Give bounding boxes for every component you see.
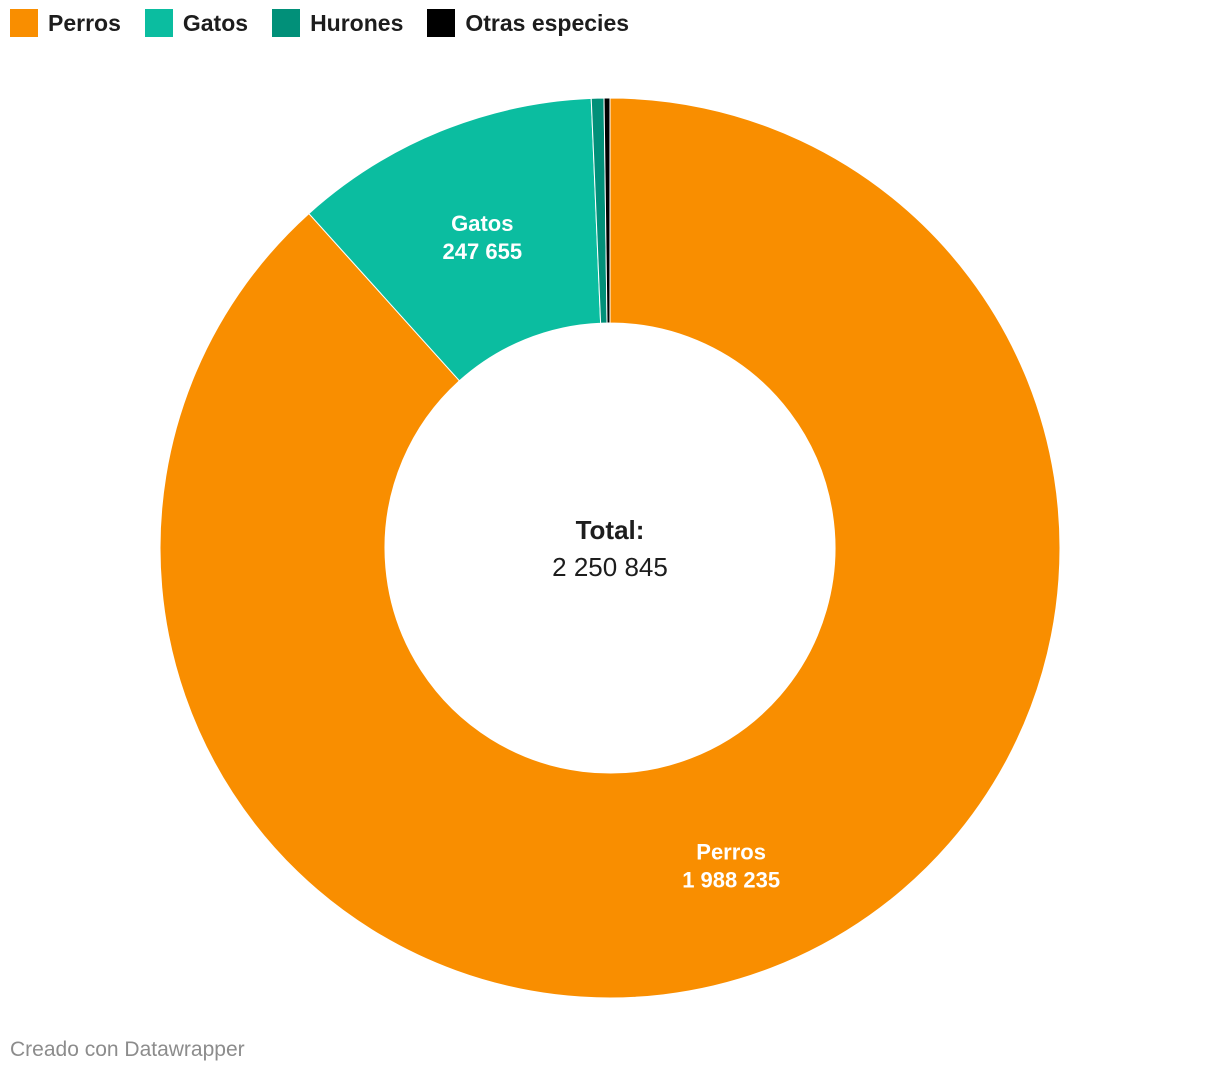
legend-swatch-perros [10, 9, 38, 37]
slice-gatos [308, 97, 602, 382]
legend-swatch-hurones [272, 9, 301, 37]
center-total-value: 2 250 845 [552, 552, 668, 582]
center-total-title: Total: [576, 515, 645, 545]
legend-label-hurones: Hurones [310, 9, 404, 36]
legend-item-gatos: Gatos [144, 9, 249, 37]
slice-label-value-gatos: 247 655 [443, 239, 523, 264]
legend-swatch-gatos [144, 9, 173, 37]
donut-slices [159, 97, 1061, 999]
slice-label-value-perros: 1 988 235 [682, 868, 780, 893]
slice-otras-especies [603, 97, 611, 324]
legend-label-otras-especies: Otras especies [465, 9, 630, 36]
legend-item-hurones: Hurones [272, 9, 403, 37]
footer-credit: Creado con Datawrapper [10, 1038, 245, 1061]
legend-swatch-otras-especies [427, 9, 456, 37]
legend-item-perros: Perros [10, 9, 121, 37]
slice-label-name-perros: Perros [696, 840, 766, 865]
legend: Perros Gatos Hurones Otras especies [10, 9, 653, 37]
slice-label-name-gatos: Gatos [451, 211, 513, 236]
legend-label-gatos: Gatos [182, 9, 249, 36]
slice-perros [159, 97, 1061, 999]
slice-labels: Perros 1 988 235 Gatos 247 655 [443, 211, 781, 892]
legend-item-otras-especies: Otras especies [427, 9, 629, 37]
legend-label-perros: Perros [48, 9, 121, 36]
